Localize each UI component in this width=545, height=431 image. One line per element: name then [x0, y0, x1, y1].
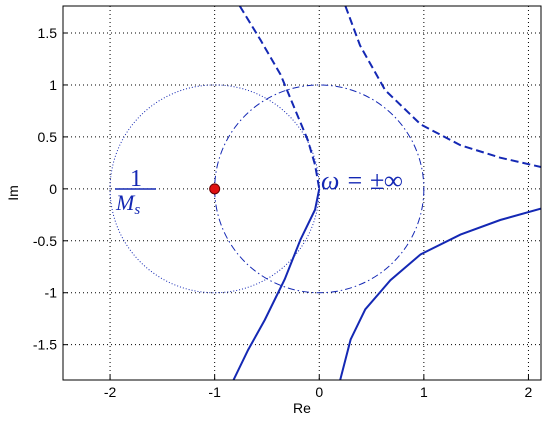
axes-box	[62, 5, 542, 381]
annotation-part: M	[115, 190, 136, 215]
y-tick-label: 0	[49, 181, 57, 197]
annotation: Ms	[115, 190, 140, 218]
annotation-part: s	[134, 202, 140, 218]
series-line	[238, 6, 321, 190]
x-tick-label: 1	[420, 384, 428, 400]
annotation: ω = ±∞	[321, 166, 403, 195]
y-tick-label: 1	[49, 77, 57, 93]
y-tick-label: 1.5	[38, 25, 58, 41]
series-line	[339, 207, 541, 380]
x-tick-label: 0	[315, 384, 323, 400]
plot-area	[63, 6, 541, 380]
x-tick-label: 2	[525, 384, 533, 400]
series-line	[344, 6, 541, 169]
x-axis-label: Re	[293, 400, 311, 416]
y-tick-label: -1.5	[33, 337, 57, 353]
y-axis-label: Im	[5, 185, 21, 201]
point	[209, 183, 221, 195]
x-tick-label: -1	[208, 384, 221, 400]
y-tick-label: 0.5	[38, 129, 58, 145]
annotation: 1	[130, 166, 142, 192]
y-tick-label: -1	[45, 285, 58, 301]
circle	[214, 84, 425, 294]
y-tick-label: -0.5	[33, 233, 57, 249]
series-line	[232, 188, 321, 380]
x-tick-label: -2	[104, 384, 117, 400]
